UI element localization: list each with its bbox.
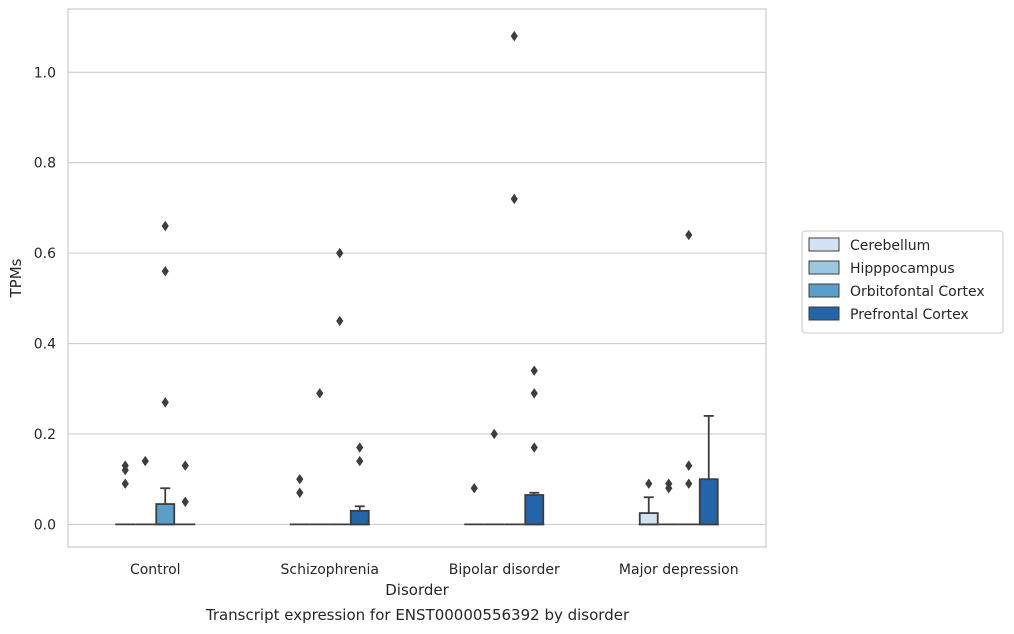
outlier-point [530, 388, 538, 399]
legend-label: Cerebellum [850, 238, 930, 254]
outlier-point [356, 442, 364, 453]
outlier-point [336, 315, 344, 327]
y-tick-label: 0.4 [34, 337, 56, 353]
outlier-point [161, 397, 169, 408]
outlier-point [665, 478, 673, 489]
x-tick-label: Major depression [619, 562, 739, 578]
box-cerebellum [115, 460, 136, 526]
box-body [638, 512, 659, 526]
box-orbitofontal-cortex [329, 247, 350, 526]
x-tick-label: Schizophrenia [281, 562, 379, 578]
box-body [524, 494, 545, 526]
outlier-point [161, 220, 169, 232]
outlier-point [645, 478, 653, 489]
outlier-point [141, 455, 149, 467]
outlier-point [181, 460, 189, 471]
plot-area-frame [67, 8, 767, 548]
outlier-point [510, 193, 518, 205]
figure-caption: Transcript expression for ENST0000055639… [205, 606, 630, 624]
outlier-point [316, 388, 324, 399]
outlier-point [685, 478, 693, 489]
x-tick-label: Bipolar disorder [449, 562, 560, 578]
box-body [349, 509, 370, 526]
outlier-point [296, 487, 304, 498]
x-axis-ticks: Control Schizophrenia Bipolar disorder Majo… [130, 562, 739, 578]
box-body [698, 478, 719, 526]
legend-swatch [808, 306, 840, 321]
outlier-point [510, 30, 518, 42]
y-tick-label: 0.2 [34, 427, 56, 443]
box-cerebellum [289, 473, 310, 526]
outlier-point [490, 428, 498, 440]
box-orbitofontal-cortex [678, 229, 699, 526]
box-hipppocampus [309, 388, 330, 526]
x-tick-label: Control [130, 562, 181, 578]
box-body [155, 503, 176, 526]
y-axis-ticks: 0.0 0.2 0.4 0.6 0.8 1.0 [34, 65, 56, 533]
box-hipppocampus [484, 428, 505, 526]
legend-item: Orbitofontal Cortex [808, 283, 985, 300]
box-orbitofontal-cortex [155, 220, 176, 526]
outlier-point [296, 473, 304, 485]
y-tick-label: 0.0 [34, 517, 56, 533]
legend-item: Cerebellum [808, 237, 930, 254]
outlier-point [121, 478, 129, 489]
legend: Cerebellum Hipppocampus Orbitofontal Corte… [801, 230, 1004, 334]
outlier-point [685, 229, 693, 241]
box-cerebellum [464, 483, 485, 526]
legend-label: Prefrontal Cortex [850, 307, 969, 323]
box-hipppocampus [658, 478, 679, 526]
outlier-point [685, 460, 693, 471]
legend-item: Hipppocampus [808, 260, 955, 277]
outlier-point [181, 496, 189, 507]
outlier-point [356, 455, 364, 467]
box-prefrontal-cortex [175, 460, 196, 526]
outlier-point [161, 266, 169, 277]
outlier-point [336, 247, 344, 259]
outlier-point [530, 365, 538, 376]
legend-item: Prefrontal Cortex [808, 306, 969, 323]
grid-lines [68, 71, 766, 525]
box-prefrontal-cortex [524, 365, 545, 526]
y-tick-label: 0.6 [34, 246, 56, 262]
box-series-layer [115, 30, 719, 526]
box-cerebellum [638, 478, 659, 526]
y-axis-label: TPMs [7, 258, 25, 298]
legend-frame [801, 230, 1004, 334]
legend-swatch [808, 283, 840, 298]
legend-label: Orbitofontal Cortex [850, 284, 985, 300]
box-prefrontal-cortex [698, 414, 719, 526]
box-orbitofontal-cortex [504, 30, 525, 526]
y-tick-label: 1.0 [34, 65, 56, 81]
box-hipppocampus [135, 455, 156, 526]
legend-swatch [808, 260, 840, 275]
y-tick-label: 0.8 [34, 156, 56, 172]
outlier-point [470, 483, 478, 494]
outlier-point [121, 460, 129, 471]
box-prefrontal-cortex [349, 442, 370, 526]
outlier-point [530, 442, 538, 453]
legend-label: Hipppocampus [850, 261, 955, 277]
legend-swatch [808, 237, 840, 252]
x-axis-label: Disorder [385, 581, 449, 599]
